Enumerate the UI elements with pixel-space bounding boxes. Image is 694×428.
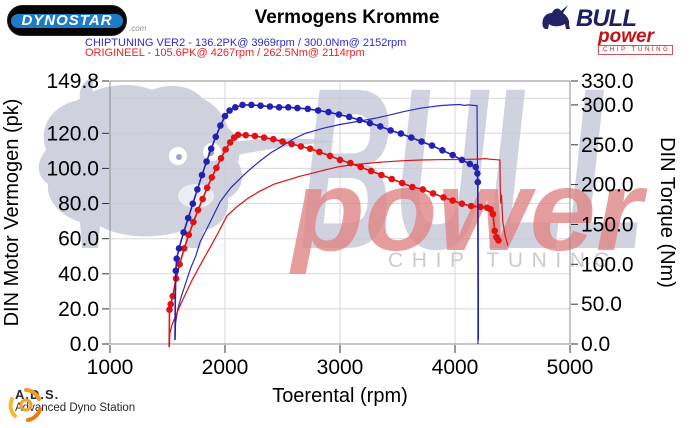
svg-text:150.0: 150.0 <box>581 214 634 237</box>
svg-text:2000: 2000 <box>202 356 249 379</box>
watermark-power-text: power <box>289 147 648 275</box>
series-origineel-vermogen-line <box>168 157 509 345</box>
series-origineel-koppel-markers <box>166 131 502 314</box>
svg-text:40.0: 40.0 <box>58 263 99 286</box>
watermark-bull-text: BULL <box>300 40 645 297</box>
svg-text:330.0: 330.0 <box>581 70 634 93</box>
svg-text:100.0: 100.0 <box>581 253 634 276</box>
dynostar-logo: DYNOSTAR <box>7 5 127 36</box>
bullpower-bull-text: BULL <box>576 5 637 32</box>
ads-swirl-icon <box>8 388 42 422</box>
bullpower-power-text: power <box>598 26 654 47</box>
x-axis-title: Toerental (rpm) <box>272 385 408 407</box>
plot-frame <box>109 80 571 345</box>
svg-text:3000: 3000 <box>317 356 364 379</box>
svg-text:20.0: 20.0 <box>58 298 99 321</box>
series-chiptuning-vermogen-line <box>174 103 479 344</box>
series-chiptuning-koppel-markers <box>172 101 482 275</box>
page-title: Vermogens Kromme <box>254 7 440 28</box>
svg-text:4000: 4000 <box>432 356 479 379</box>
bullpower-chip-text: CHIP TUNING <box>598 45 674 55</box>
watermark-chip-text: CHIP TUNING <box>388 249 610 272</box>
svg-text:0.0: 0.0 <box>581 333 610 356</box>
svg-text:120.0: 120.0 <box>46 122 99 145</box>
y-axis-title-right: DIN Torque (Nm) <box>656 137 678 288</box>
ads-logo: A.D.S. Advanced Dyno Station <box>8 387 136 422</box>
svg-text:1000: 1000 <box>87 356 134 379</box>
bull-icon <box>542 5 570 29</box>
svg-text:80.0: 80.0 <box>58 193 99 216</box>
y-axis-title-left: DIN Motor Vermogen (pk) <box>1 99 23 327</box>
svg-text:100.0: 100.0 <box>46 157 99 180</box>
ads-name: Advanced Dyno Station <box>15 402 136 414</box>
legend-line-origineel: ORIGINEEL - 105.6PK@ 4267rpm / 262.5Nm@ … <box>85 46 365 59</box>
svg-text:5000: 5000 <box>547 356 594 379</box>
svg-text:200.0: 200.0 <box>581 174 634 197</box>
svg-text:300.0: 300.0 <box>581 94 634 117</box>
dynostar-domain-text: .com <box>129 24 147 33</box>
svg-text:60.0: 60.0 <box>58 228 99 251</box>
legend: CHIPTUNING VER2 - 136.2PK@ 3969rpm / 300… <box>85 37 407 59</box>
axis-labels: 149.8120.0100.080.060.040.020.00.0330.03… <box>46 70 633 379</box>
svg-text:250.0: 250.0 <box>581 134 634 157</box>
dynostar-logo-text: DYNOSTAR <box>21 12 113 29</box>
svg-text:0.0: 0.0 <box>70 333 99 356</box>
svg-text:50.0: 50.0 <box>581 293 622 316</box>
bullpower-logo: BULL power CHIP TUNING <box>540 3 692 58</box>
svg-text:149.8: 149.8 <box>46 70 99 93</box>
legend-line-chiptuning: CHIPTUNING VER2 - 136.2PK@ 3969rpm / 300… <box>85 37 407 49</box>
